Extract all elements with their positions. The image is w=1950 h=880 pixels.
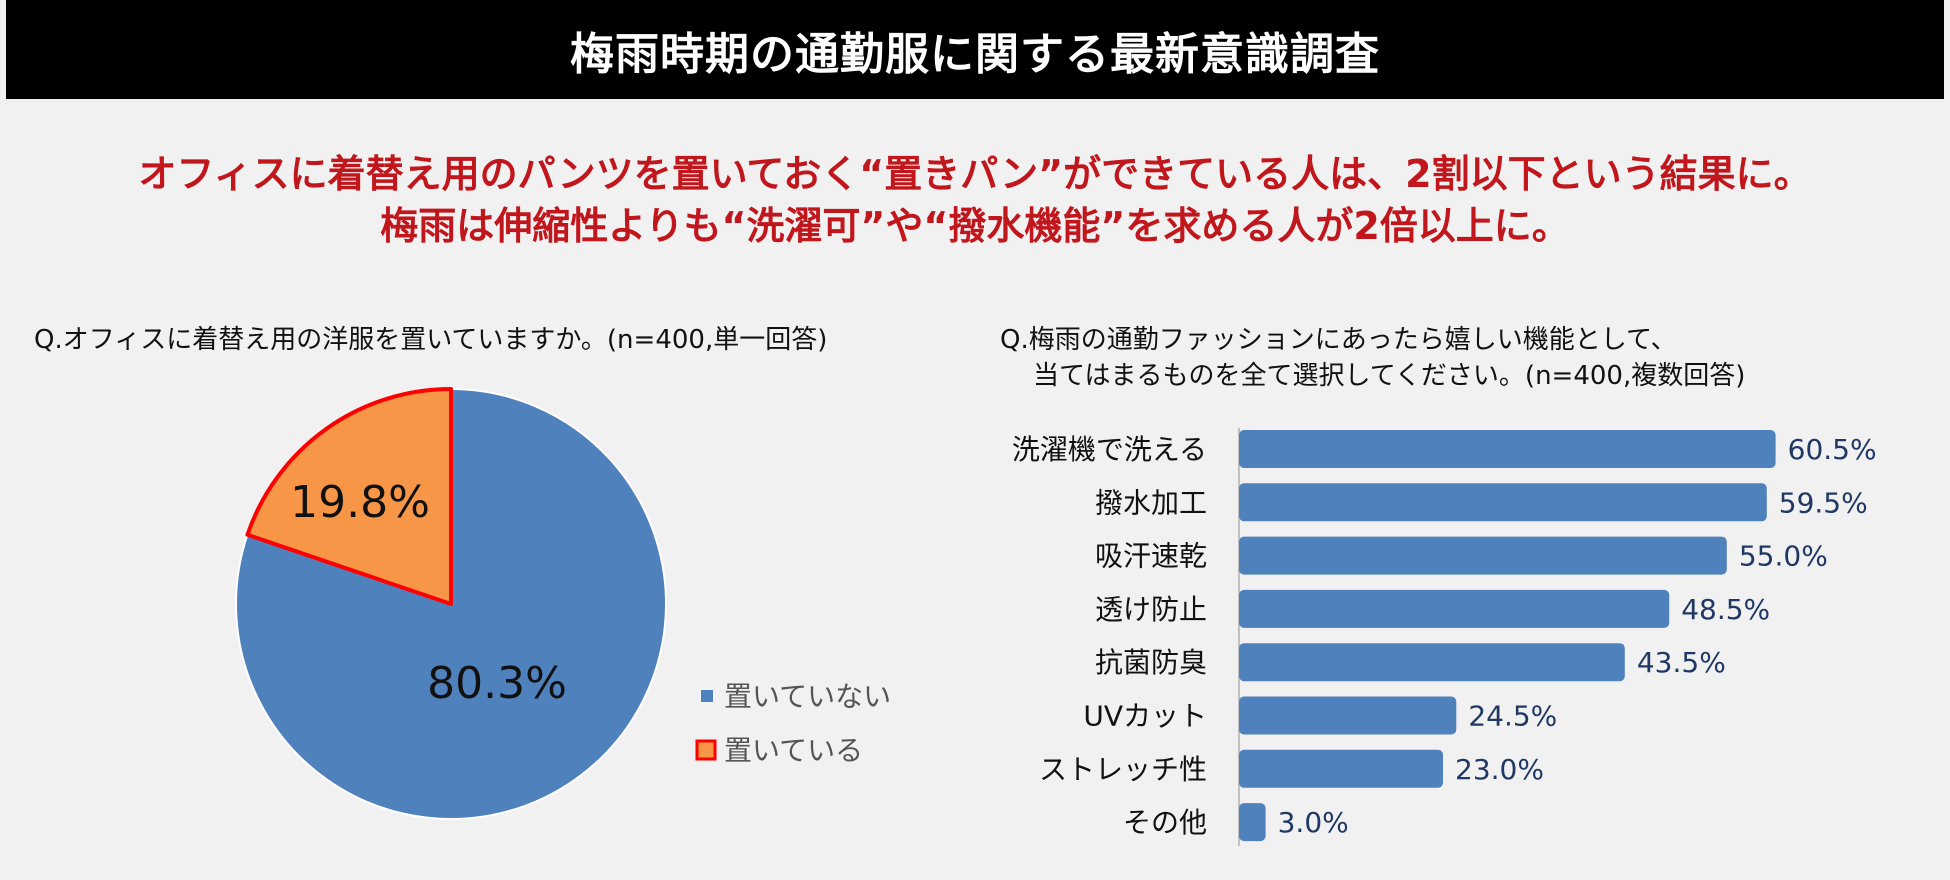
bar-6 [1239,696,1457,735]
pie-slice-1 [235,388,667,820]
pie-label-2: 19.8% [290,477,430,528]
bar-value-label: 24.5% [1468,700,1557,733]
bar-category-label: ストレッチ性 [1039,753,1207,786]
bar-value-label: 23.0% [1455,753,1544,786]
bar-8 [1239,803,1266,842]
page-title: 梅雨時期の通勤服に関する最新意識調査 [6,0,1944,99]
bar-5 [1239,643,1625,682]
legend-swatch-1 [701,690,713,702]
bar-value-label: 48.5% [1681,593,1770,626]
bar-category-label: 撥水加工 [1095,486,1207,519]
bar-7 [1239,749,1443,788]
bar-1 [1239,430,1776,468]
bar-category-label: 透け防止 [1095,593,1207,626]
bar-category-label: 吸汗速乾 [1095,540,1207,573]
headline-line-1: オフィスに着替え用のパンツを置いておく“置きパン”ができている人は、2割以下とい… [138,152,1812,196]
legend-swatch-2 [695,739,717,761]
bar-value-label: 43.5% [1637,646,1726,679]
bar-chart: 洗濯機で洗える 60.5% 撥水加工 59.5% 吸汗速乾 55.0% 透け防止 48.5% 抗… [1012,428,1877,846]
bar-3 [1239,536,1727,575]
pie-label-1: 80.3% [427,658,567,709]
bar-value-label: 55.0% [1739,540,1828,573]
legend-label-1: 置いていない [724,680,891,713]
legend-label-2: 置いている [724,734,863,767]
headline-line-2: 梅雨は伸縮性よりも“洗濯可”や“撥水機能”を求める人が2倍以上に。 [380,204,1570,248]
pie-question: Q.オフィスに着替え用の洋服を置いていますか。(n=400,単一回答) [34,325,828,355]
bar-category-label: その他 [1123,806,1207,839]
bar-value-label: 60.5% [1788,433,1877,466]
bar-question-line-2: 当てはまるものを全て選択してください。(n=400,複数回答) [1033,361,1746,391]
pie-slice-2 [245,387,453,606]
bar-category-label: 抗菌防臭 [1095,646,1207,679]
bar-question-line-1: Q.梅雨の通勤ファッションにあったら嬉しい機能として、 [1000,325,1677,355]
bar-2 [1239,483,1767,522]
bar-category-label: 洗濯機で洗える [1012,433,1207,466]
bar-category-label: UVカット [1083,700,1207,733]
bar-value-label: 3.0% [1278,806,1349,839]
pie-chart: 80.3% 19.8% [235,387,667,820]
bar-4 [1239,589,1670,628]
bar-value-label: 59.5% [1779,486,1868,519]
